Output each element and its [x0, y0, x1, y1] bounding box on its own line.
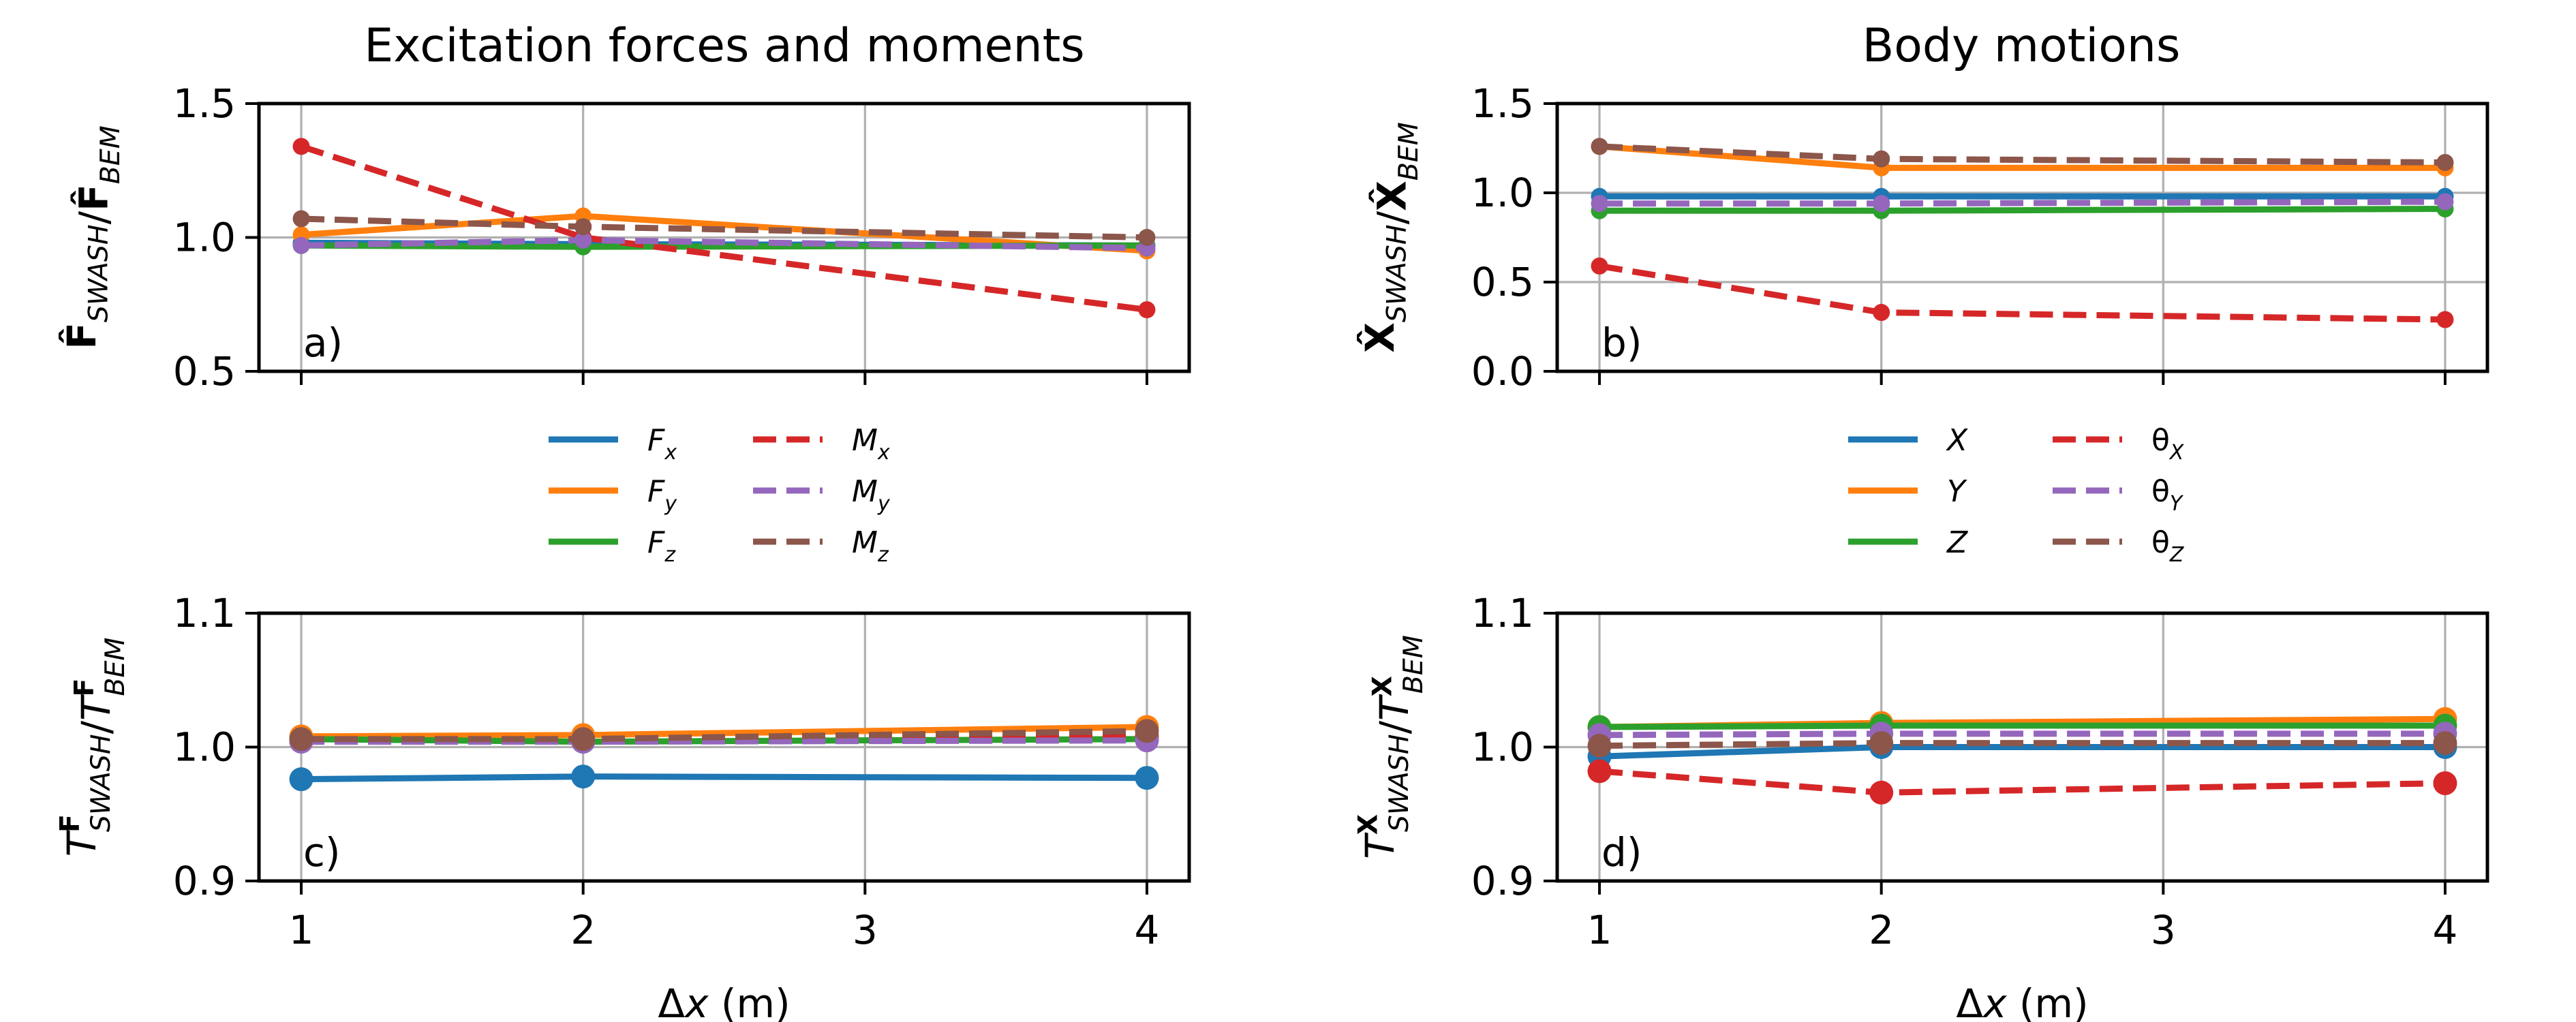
data-point	[1873, 150, 1890, 168]
series-line	[1599, 722, 2445, 730]
data-point	[571, 727, 596, 752]
y-tick-label: 0.5	[1471, 259, 1534, 305]
panel-label: c)	[303, 829, 341, 876]
data-point	[1591, 257, 1608, 275]
legend-label: X	[1946, 423, 1968, 458]
data-point	[571, 764, 596, 789]
plot-layer: 0.5 1.0 1.5 a) F̂SWASH/F̂BEM 0.0 0.5 1.0 1.5 b) X̂…	[55, 80, 2489, 1022]
data-point	[1869, 731, 1894, 756]
data-point	[1591, 138, 1608, 155]
legend-label: Z	[1946, 525, 1968, 560]
x-tick-label: 4	[1135, 907, 1160, 953]
data-point	[2433, 731, 2457, 756]
data-point	[292, 236, 310, 254]
panel-a: 0.5 1.0 1.5 a) F̂SWASH/F̂BEM	[58, 80, 1191, 394]
data-point	[1873, 304, 1890, 322]
data-point	[1587, 759, 1612, 784]
data-point	[289, 767, 313, 792]
y-tick-label: 1.0	[1471, 724, 1534, 771]
data-point	[1138, 229, 1156, 246]
data-point	[289, 727, 313, 752]
data-point	[1138, 301, 1156, 319]
x-tick-label: 2	[1869, 907, 1894, 953]
data-point	[292, 210, 310, 228]
data-point	[1873, 195, 1890, 213]
data-point	[1591, 195, 1608, 213]
legend-label: Fy	[647, 474, 677, 516]
y-tick-label: 0.0	[1471, 348, 1534, 394]
y-axis-label: TXSWASH/TXBEM	[1353, 635, 1429, 859]
y-tick-label: 0.9	[1471, 858, 1534, 904]
data-point	[2436, 153, 2454, 171]
series-line	[300, 143, 1148, 313]
legend-label: Y	[1947, 474, 1967, 509]
x-tick-label: 1	[1587, 907, 1612, 953]
legend-label: θZ	[2151, 525, 2185, 567]
col-title-body-motions: Body motions	[1862, 19, 2181, 73]
data-point	[2433, 771, 2457, 796]
legend-label: Mx	[852, 423, 890, 465]
legend-label: Fz	[647, 525, 676, 567]
panel-c: 1 2 3 4 0.9 1.0 1.1 c) TFSWASH/TFBEM Δx (m)	[55, 590, 1191, 1022]
axes-frame	[1555, 102, 2489, 373]
legend-label: Fx	[647, 423, 677, 465]
y-axis-label: X̂SWASH/X̂BEM	[1356, 122, 1424, 353]
panel-label: d)	[1601, 829, 1642, 876]
y-tick-label: 1.0	[173, 215, 236, 261]
x-tick-label: 4	[2433, 907, 2458, 953]
y-tick-label: 1.5	[173, 80, 236, 127]
data-point	[2436, 311, 2454, 328]
legend-label: Mz	[852, 525, 889, 567]
legend-a: Fx Fy Fz Mx My Mz	[549, 423, 891, 567]
data-point	[1869, 780, 1894, 805]
y-tick-label: 1.5	[1471, 80, 1534, 127]
panel-d: 1 2 3 4 0.9 1.0 1.1 d) TXSWASH/TXBEM Δx (m)	[1353, 590, 2489, 1022]
legend-label: My	[852, 474, 891, 516]
panel-label: a)	[303, 320, 343, 366]
data-point	[574, 218, 592, 236]
series-line	[1599, 206, 2445, 214]
data-point	[1135, 766, 1159, 790]
x-tick-label: 2	[570, 907, 596, 953]
data-point	[1135, 719, 1159, 743]
panel-label: b)	[1601, 320, 1642, 366]
y-tick-label: 1.0	[1471, 170, 1534, 216]
data-point	[1587, 734, 1612, 758]
x-axis-label: Δx (m)	[658, 980, 790, 1022]
x-tick-label: 1	[289, 907, 314, 953]
x-tick-label: 3	[2151, 907, 2176, 953]
y-tick-label: 0.9	[173, 858, 236, 904]
y-tick-label: 1.1	[1471, 590, 1534, 636]
legend-label: θY	[2151, 474, 2184, 516]
y-axis-label: TFSWASH/TFBEM	[55, 638, 131, 857]
data-point	[292, 138, 310, 155]
x-axis-label: Δx (m)	[1956, 980, 2088, 1022]
x-tick-label: 3	[853, 907, 878, 953]
data-point	[574, 231, 592, 249]
y-tick-label: 1.0	[173, 724, 236, 771]
series-line	[301, 773, 1147, 783]
panel-b: 0.0 0.5 1.0 1.5 b) X̂SWASH/X̂BEM	[1356, 80, 2489, 394]
y-tick-label: 0.5	[173, 348, 236, 394]
y-tick-label: 1.1	[173, 590, 236, 636]
data-point	[2436, 193, 2454, 211]
legend-label: θX	[2151, 423, 2185, 465]
col-title-excitation: Excitation forces and moments	[364, 19, 1084, 73]
y-axis-label: F̂SWASH/F̂BEM	[58, 125, 125, 349]
